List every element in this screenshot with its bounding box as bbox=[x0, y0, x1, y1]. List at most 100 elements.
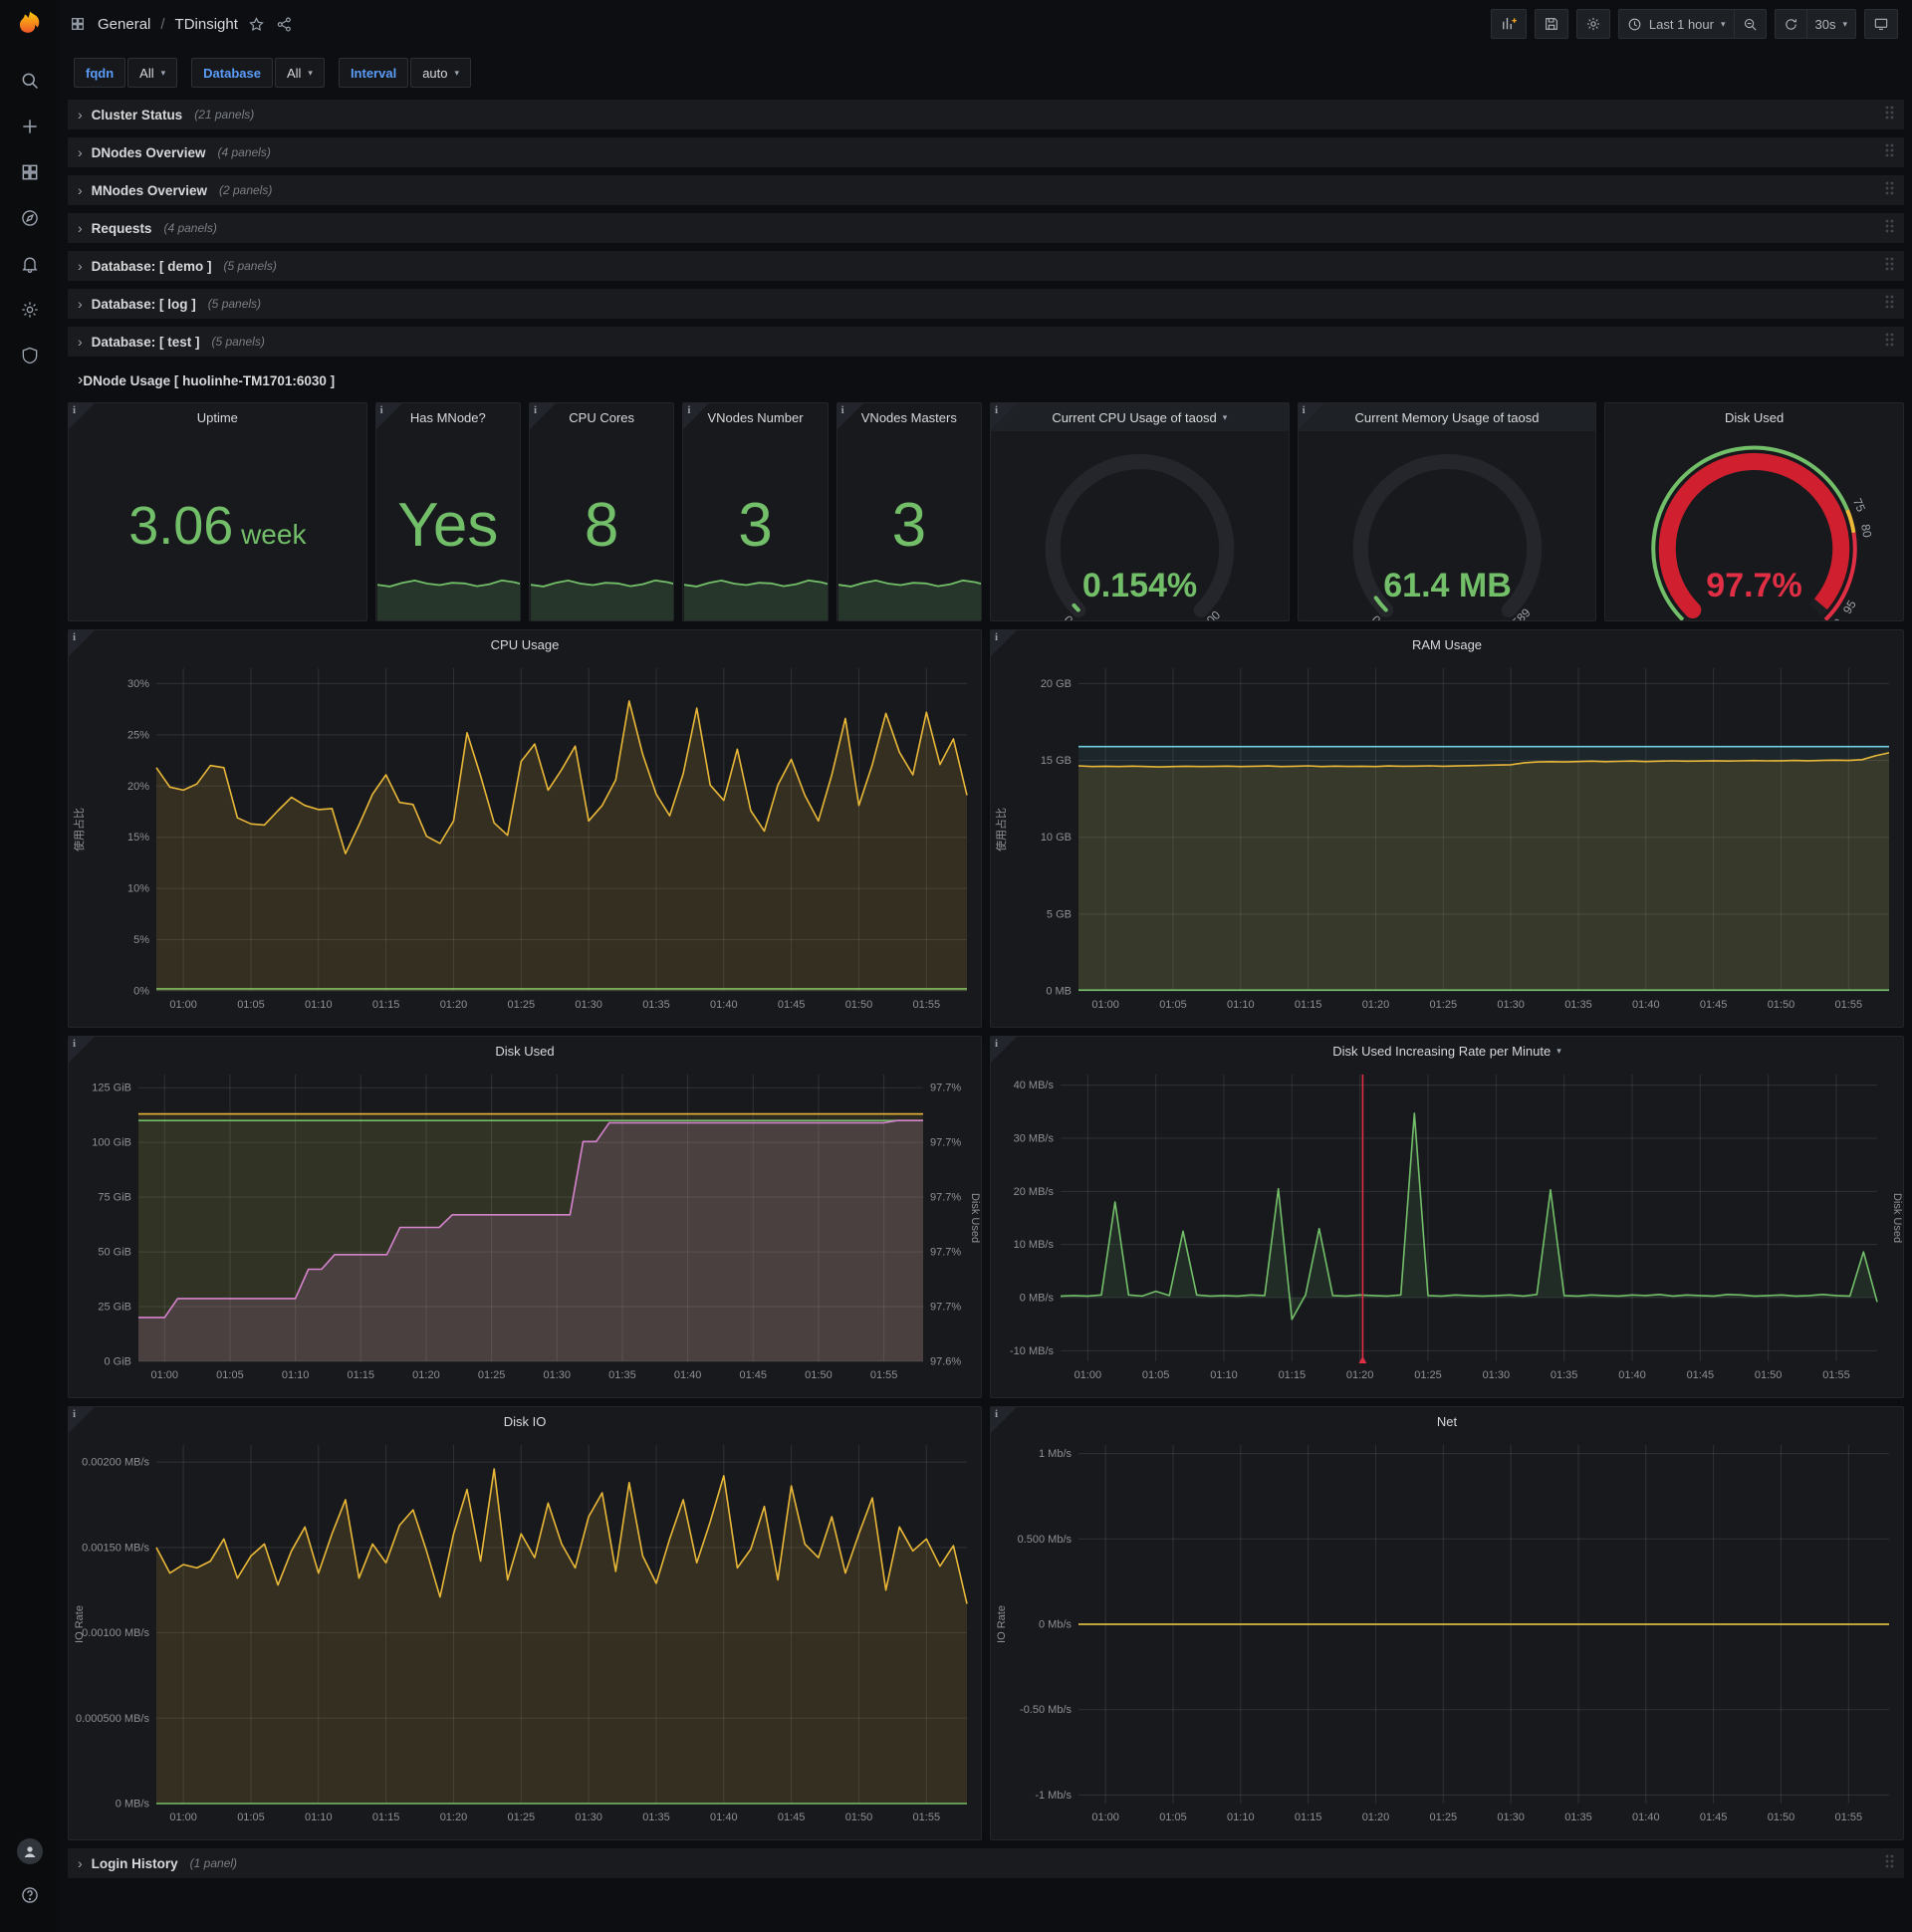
panel-info-icon[interactable]: i bbox=[69, 1407, 95, 1433]
panel-title[interactable]: Disk Used bbox=[1725, 409, 1785, 425]
row-collapsed-2[interactable]: › MNodes Overview (2 panels) bbox=[68, 175, 1904, 205]
panel-title[interactable]: Uptime bbox=[196, 409, 238, 425]
legend-column-header[interactable]: max bbox=[680, 1024, 776, 1028]
panel-title[interactable]: Current Memory Usage of taosd bbox=[1298, 403, 1596, 431]
legend-column-header[interactable]: max bbox=[680, 1836, 776, 1840]
row-login-history[interactable]: › Login History (1 panel) bbox=[68, 1848, 1904, 1878]
alerting-bell-icon[interactable] bbox=[19, 253, 41, 275]
share-icon[interactable] bbox=[276, 15, 294, 33]
panel-info-icon[interactable]: i bbox=[991, 1407, 1017, 1433]
panel-info-icon[interactable]: i bbox=[990, 403, 1017, 429]
svg-text:01:05: 01:05 bbox=[237, 999, 265, 1011]
row-drag-handle[interactable] bbox=[1884, 142, 1894, 163]
legend-column-header[interactable]: current bbox=[1793, 1394, 1889, 1398]
legend-column-header[interactable]: min bbox=[1507, 1836, 1602, 1840]
row-collapsed-5[interactable]: › Database: [ log ] (5 panels) bbox=[68, 289, 1904, 319]
panel-title[interactable]: Disk IO bbox=[503, 1413, 547, 1429]
panel-info-icon[interactable]: i bbox=[69, 1037, 95, 1063]
configuration-gear-icon[interactable] bbox=[19, 299, 41, 321]
legend-column-header[interactable]: current bbox=[1793, 1024, 1889, 1028]
help-icon[interactable] bbox=[19, 1884, 41, 1906]
panel-info-icon[interactable]: i bbox=[836, 403, 863, 429]
legend-column-header[interactable]: max bbox=[1602, 1394, 1698, 1398]
disk-used-legend: minmaxcurrentlevel0_used110 GiB110 GiB11… bbox=[69, 1392, 981, 1398]
legend-column-header[interactable]: avg bbox=[1698, 1394, 1793, 1398]
grafana-logo[interactable] bbox=[0, 0, 60, 48]
panel-info-icon[interactable]: i bbox=[683, 403, 710, 429]
create-plus-icon[interactable] bbox=[19, 116, 41, 137]
panel-info-icon[interactable]: i bbox=[1298, 403, 1324, 429]
row-drag-handle[interactable] bbox=[1884, 105, 1894, 125]
variable-database-label[interactable]: Database bbox=[191, 58, 273, 88]
legend-column-header[interactable]: current bbox=[1793, 1836, 1889, 1840]
legend-column-header[interactable]: min bbox=[1507, 1394, 1602, 1398]
legend-column-header[interactable]: avg bbox=[776, 1024, 871, 1028]
row-collapsed-1[interactable]: › DNodes Overview (4 panels) bbox=[68, 137, 1904, 167]
variable-interval-label[interactable]: Interval bbox=[338, 58, 409, 88]
row-collapsed-0[interactable]: › Cluster Status (21 panels) bbox=[68, 100, 1904, 129]
panel-info-icon[interactable]: i bbox=[69, 403, 95, 429]
legend-column-header[interactable]: max bbox=[776, 1394, 871, 1398]
panel-info-icon[interactable]: i bbox=[529, 403, 556, 429]
refresh-button[interactable] bbox=[1774, 9, 1806, 39]
server-admin-shield-icon[interactable] bbox=[19, 345, 41, 366]
legend-column-header[interactable]: current bbox=[871, 1836, 967, 1840]
panel-title[interactable]: VNodes Number bbox=[707, 409, 804, 425]
legend-column-header[interactable]: min bbox=[680, 1394, 776, 1398]
panel-title[interactable]: RAM Usage bbox=[1411, 636, 1483, 652]
row-drag-handle[interactable] bbox=[1884, 332, 1894, 353]
legend-column-header[interactable]: min bbox=[585, 1836, 680, 1840]
panel-title[interactable]: Has MNode? bbox=[409, 409, 486, 425]
time-range-picker[interactable]: Last 1 hour ▾ bbox=[1617, 9, 1734, 39]
row-drag-handle[interactable] bbox=[1884, 1853, 1894, 1874]
chevron-right-icon: › bbox=[78, 144, 83, 160]
row-collapsed-3[interactable]: › Requests (4 panels) bbox=[68, 213, 1904, 243]
explore-compass-icon[interactable] bbox=[19, 207, 41, 229]
panel-title[interactable]: Disk Used Increasing Rate per Minute ▾ bbox=[1332, 1043, 1561, 1059]
panel-info-icon[interactable]: i bbox=[991, 1037, 1017, 1063]
row-drag-handle[interactable] bbox=[1884, 256, 1894, 277]
legend-column-header[interactable]: max bbox=[1602, 1836, 1698, 1840]
refresh-interval-picker[interactable]: 30s ▾ bbox=[1805, 9, 1856, 39]
panel-info-icon[interactable]: i bbox=[69, 630, 95, 656]
row-drag-handle[interactable] bbox=[1884, 180, 1894, 201]
panel-title[interactable]: CPU Usage bbox=[490, 636, 560, 652]
variable-fqdn-value[interactable]: All ▾ bbox=[127, 58, 178, 88]
refresh-interval-label: 30s bbox=[1814, 16, 1836, 32]
row-collapsed-6[interactable]: › Database: [ test ] (5 panels) bbox=[68, 327, 1904, 357]
row-drag-handle[interactable] bbox=[1884, 294, 1894, 315]
zoom-out-time-button[interactable] bbox=[1733, 9, 1767, 39]
panel-title[interactable]: Disk Used bbox=[495, 1043, 555, 1059]
breadcrumb-folder[interactable]: General bbox=[98, 15, 151, 33]
search-icon[interactable] bbox=[19, 70, 41, 92]
panel-title[interactable]: VNodes Masters bbox=[860, 409, 957, 425]
legend-column-header[interactable]: current bbox=[871, 1394, 967, 1398]
breadcrumb-dashboard[interactable]: TDinsight bbox=[174, 15, 238, 33]
panel-title[interactable]: CPU Cores bbox=[569, 409, 635, 425]
panel-title[interactable]: Net bbox=[1436, 1413, 1458, 1429]
panel-info-icon[interactable]: i bbox=[375, 403, 402, 429]
legend-column-header[interactable]: avg bbox=[1698, 1024, 1793, 1028]
row-dnode-usage[interactable]: › DNode Usage [ huolinhe-TM1701:6030 ] bbox=[78, 371, 336, 388]
row-drag-handle[interactable] bbox=[1884, 218, 1894, 239]
dashboards-icon[interactable] bbox=[19, 161, 41, 183]
save-dashboard-button[interactable] bbox=[1534, 9, 1568, 39]
add-panel-button[interactable] bbox=[1490, 9, 1527, 39]
legend-column-header[interactable]: max bbox=[1602, 1024, 1698, 1028]
dashboard-settings-button[interactable] bbox=[1575, 9, 1610, 39]
svg-text:0.00100 MB/s: 0.00100 MB/s bbox=[82, 1627, 149, 1639]
variable-database-value[interactable]: All ▾ bbox=[274, 58, 325, 88]
variable-interval-value[interactable]: auto ▾ bbox=[410, 58, 472, 88]
legend-column-header[interactable]: min bbox=[1507, 1024, 1602, 1028]
panel-title[interactable]: Current CPU Usage of taosd ▾ bbox=[990, 403, 1289, 431]
legend-column-header[interactable]: avg bbox=[1698, 1836, 1793, 1840]
row-collapsed-4[interactable]: › Database: [ demo ] (5 panels) bbox=[68, 251, 1904, 281]
panel-info-icon[interactable]: i bbox=[991, 630, 1017, 656]
legend-column-header[interactable]: avg bbox=[776, 1836, 871, 1840]
user-avatar[interactable] bbox=[17, 1838, 43, 1864]
legend-column-header[interactable]: current bbox=[871, 1024, 967, 1028]
star-icon[interactable] bbox=[248, 15, 266, 33]
legend-column-header[interactable]: min bbox=[585, 1024, 680, 1028]
cycle-view-mode-button[interactable] bbox=[1864, 9, 1898, 39]
variable-fqdn-label[interactable]: fqdn bbox=[74, 58, 126, 88]
